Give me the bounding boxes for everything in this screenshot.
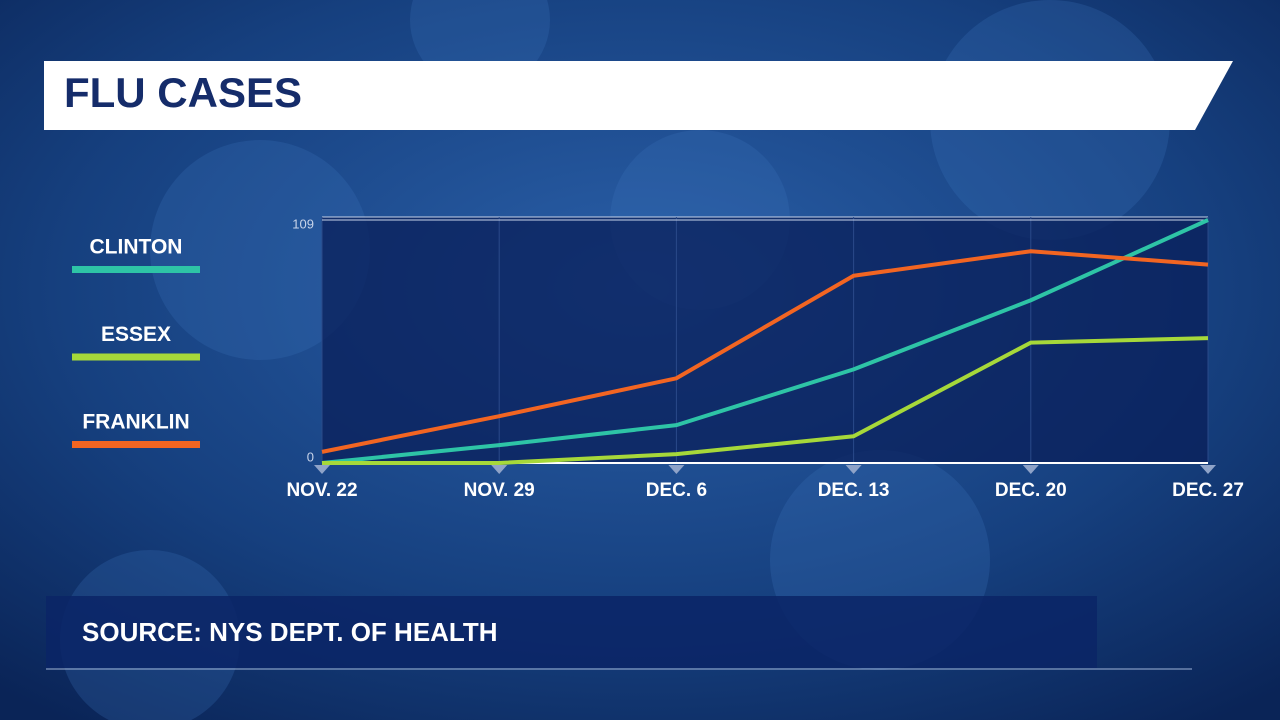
legend-swatch: [72, 353, 200, 361]
y-tick-label: 0: [307, 449, 314, 464]
series-line: [322, 336, 1209, 465]
x-tick-label: DEC. 6: [646, 480, 707, 501]
source-box: [46, 596, 1097, 668]
x-tick-marker: [491, 465, 508, 474]
x-tick-label: DEC. 20: [995, 480, 1067, 501]
x-tick-label: NOV. 22: [286, 480, 357, 501]
x-tick-label: NOV. 29: [464, 480, 535, 501]
source: SOURCE: NYS DEPT. OF HEALTH: [82, 617, 498, 647]
x-tick-marker: [668, 465, 685, 474]
legend-swatch: [72, 441, 200, 448]
y-tick-label: 109: [292, 216, 314, 231]
plot: NOV. 22 NOV. 29 DEC. 6 DEC. 13 DEC. 20 DEC. 2…: [72, 216, 1244, 501]
x-tick-label: DEC. 13: [818, 480, 890, 501]
x-tick-marker: [845, 465, 862, 474]
legend-swatch: [72, 266, 200, 273]
title-banner: [44, 61, 1233, 130]
series-line: [321, 249, 1209, 454]
x-tick-marker: [314, 465, 330, 474]
legend-label: FRANKLIN: [82, 411, 189, 434]
x-tick-label: DEC. 27: [1172, 480, 1244, 501]
x-tick-marker: [1022, 465, 1039, 474]
chart-title: FLU CASES: [64, 69, 302, 116]
legend-label: ESSEX: [101, 323, 171, 346]
legend-label: CLINTON: [90, 236, 183, 259]
x-tick-marker: [1200, 465, 1216, 474]
series-line: [321, 218, 1209, 465]
